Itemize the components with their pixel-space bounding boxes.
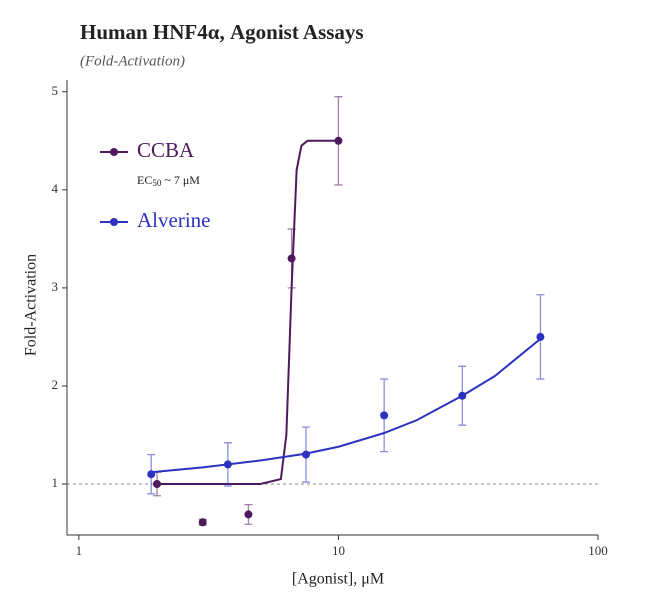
annotation-text: EC [137,173,152,187]
data-point [536,332,545,341]
annotation-text: ~ 7 μM [161,173,200,187]
data-point [334,136,343,145]
data-point [223,460,232,469]
legend-marker [110,218,118,226]
data-point [244,510,253,519]
data-point [198,518,207,527]
data-point [147,470,156,479]
legend-label: CCBA [137,138,195,162]
x-tick-label: 100 [588,543,608,558]
y-axis-label: Fold-Activation [23,254,40,356]
legend-label: Alverine [137,208,210,232]
y-tick-label: 3 [52,279,59,294]
data-point [153,480,162,489]
chart-title: Human HNF4α, Agonist Assays [80,20,364,44]
data-point [380,411,389,420]
x-axis-label: [Agonist], μM [292,571,384,588]
data-point [287,254,296,263]
annotation-subscript: 50 [152,178,162,188]
y-tick-label: 5 [52,83,59,98]
fit-curve [151,338,542,474]
x-tick-label: 10 [332,543,345,558]
ec50-annotation: EC50 ~ 7 μM [137,173,200,188]
fit-curve [157,139,339,486]
y-tick-label: 1 [52,475,59,490]
chart-subtitle: (Fold-Activation) [80,53,185,69]
data-point [302,450,311,459]
data-point [458,391,467,400]
y-tick-label: 2 [52,377,59,392]
legend-marker [110,148,118,156]
y-tick-label: 4 [52,181,59,196]
x-tick-label: 1 [76,543,83,558]
